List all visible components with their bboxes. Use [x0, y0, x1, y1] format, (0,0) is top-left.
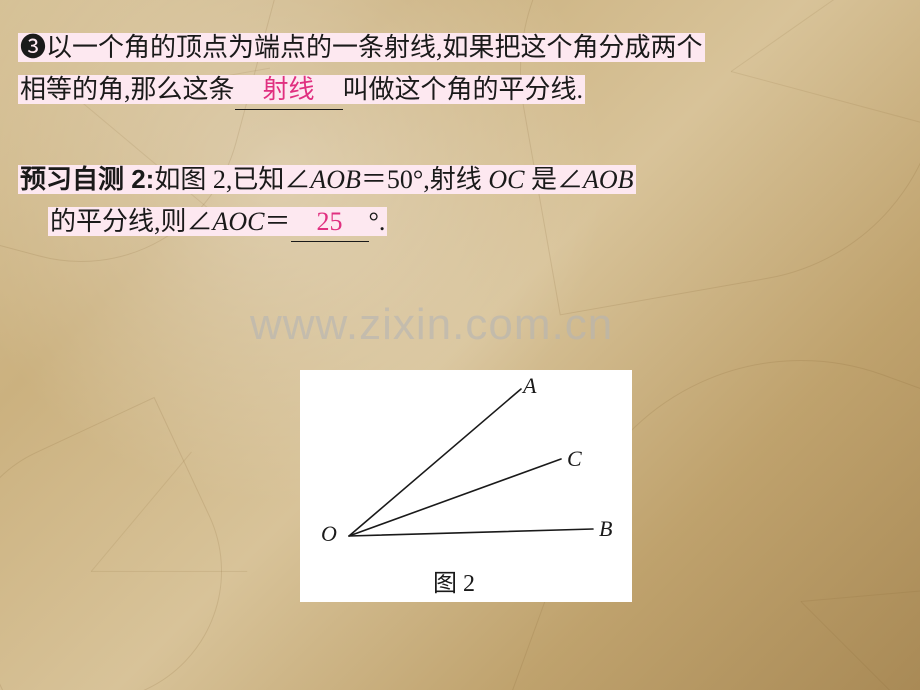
item3-line2: 相等的角,那么这条射线叫做这个角的平分线.: [18, 70, 585, 110]
figure-box: O A C B 图 2: [300, 370, 632, 602]
leaf-deco: [0, 397, 265, 690]
figure-caption: 图 2: [433, 563, 475, 598]
preview2-aob: AOB: [310, 165, 361, 194]
page-root: ❸以一个角的顶点为端点的一条射线,如果把这个角分成两个 相等的角,那么这条射线叫…: [0, 0, 920, 690]
item3-line2-hl: 相等的角,那么这条射线叫做这个角的平分线.: [18, 75, 585, 104]
point-B: B: [599, 516, 612, 542]
item3-line1-text: 以一个角的顶点为端点的一条射线,如果把这个角分成两个: [46, 33, 703, 62]
preview2-eq50: ＝50°,射线: [361, 165, 488, 194]
preview2-eq: ＝: [265, 207, 291, 236]
preview2-line1-hl: 预习自测 2:如图 2,已知∠AOB＝50°,射线 OC 是∠AOB: [18, 165, 636, 194]
preview2-deg: °.: [369, 207, 386, 236]
point-O: O: [321, 521, 337, 547]
preview2-blank: 25: [291, 202, 369, 242]
item3-line2b: 叫做这个角的平分线.: [343, 75, 584, 104]
item3-line1-hl: ❸以一个角的顶点为端点的一条射线,如果把这个角分成两个: [18, 33, 705, 62]
preview2-line2: 的平分线,则∠AOC＝25°.: [48, 202, 387, 242]
point-A: A: [523, 373, 536, 399]
item3-line1: ❸以一个角的顶点为端点的一条射线,如果把这个角分成两个: [18, 28, 705, 67]
preview2-aoc: AOC: [213, 207, 265, 236]
ray-OB: [349, 529, 593, 536]
item3-line2a: 相等的角,那么这条: [20, 75, 235, 104]
preview2-line1a: 如图 2,已知∠: [154, 165, 310, 194]
item3-blank: 射线: [235, 70, 343, 110]
preview2-is: 是∠: [524, 165, 583, 194]
item3-bullet: ❸: [20, 33, 46, 62]
point-C: C: [567, 446, 582, 472]
preview2-line2-hl: 的平分线,则∠AOC＝25°.: [48, 207, 387, 236]
preview2-line1: 预习自测 2:如图 2,已知∠AOB＝50°,射线 OC 是∠AOB: [18, 160, 636, 199]
ray-OA: [349, 389, 521, 536]
watermark-text: www.zixin.com.cn: [250, 300, 613, 350]
preview2-label: 预习自测 2:: [20, 164, 154, 194]
preview2-line2a: 的平分线,则∠: [50, 207, 213, 236]
preview2-oc: OC: [488, 165, 524, 194]
preview2-aob2: AOB: [583, 165, 634, 194]
ray-OC: [349, 459, 561, 536]
